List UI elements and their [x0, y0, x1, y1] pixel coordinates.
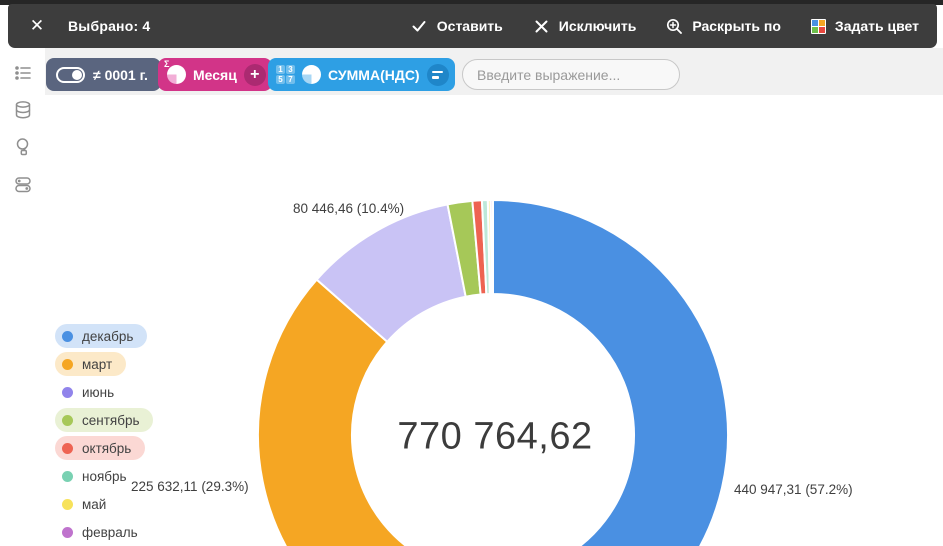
keep-label: Оставить: [436, 18, 503, 34]
pie-chart-icon: Σ: [164, 59, 186, 84]
toggles-icon[interactable]: [12, 173, 34, 195]
slice-label-december: 440 947,31 (57.2%): [734, 482, 853, 497]
legend-color-dot: [62, 386, 73, 398]
sort-icon[interactable]: [426, 63, 449, 86]
drilldown-button[interactable]: Раскрыть по: [666, 18, 781, 35]
month-chip-label: Месяц: [193, 66, 237, 83]
zoom-in-icon: [666, 18, 683, 35]
legend-label: март: [82, 356, 113, 372]
list-icon[interactable]: [12, 62, 34, 84]
slice-label-june: 80 446,46 (10.4%): [293, 201, 405, 216]
set-color-label: Задать цвет: [834, 18, 919, 34]
sigma-icon: Σ: [164, 59, 170, 69]
chart-total-value: 770 764,62: [397, 415, 593, 458]
donut-slice-март[interactable]: [257, 278, 431, 546]
palette-icon: [810, 18, 826, 34]
legend-item-июнь[interactable]: июнь: [55, 380, 128, 404]
toolbar-actions: Оставить Исключить Раскрыть по: [411, 18, 919, 35]
legend-color-dot: [62, 470, 73, 482]
set-color-button[interactable]: Задать цвет: [810, 18, 919, 34]
month-dimension-chip[interactable]: Σ Месяц +: [158, 58, 272, 91]
legend-color-dot: [62, 498, 73, 510]
legend-color-dot: [62, 442, 73, 454]
legend-label: октябрь: [82, 440, 132, 456]
donut-slice-февраль[interactable]: [489, 198, 494, 296]
keep-button[interactable]: Оставить: [411, 18, 503, 35]
schema-icon[interactable]: [12, 136, 34, 158]
window-top-strip: [0, 0, 943, 5]
legend-label: июнь: [82, 384, 115, 400]
add-icon[interactable]: +: [243, 63, 266, 86]
legend-item-февраль[interactable]: февраль: [55, 520, 152, 544]
legend-item-ноябрь[interactable]: ноябрь: [55, 464, 141, 488]
legend-label: ноябрь: [82, 468, 127, 484]
legend-item-декабрь[interactable]: декабрь: [55, 324, 148, 348]
database-icon[interactable]: [12, 99, 34, 121]
donut-chart-panel: 770 764,62 80 446,46 (10.4%) 225 632,11 …: [45, 95, 943, 546]
year-filter-chip[interactable]: ≠ 0001 г.: [46, 58, 161, 91]
legend-color-dot: [62, 358, 73, 370]
legend-item-сентябрь[interactable]: сентябрь: [55, 408, 154, 432]
legend-item-октябрь[interactable]: октябрь: [55, 436, 146, 460]
exclude-button[interactable]: Исключить: [533, 18, 637, 35]
legend-label: декабрь: [82, 328, 134, 344]
legend-color-dot: [62, 330, 73, 342]
donut-slice-декабрь[interactable]: [390, 199, 729, 546]
cross-icon: [533, 18, 550, 35]
toggle-icon[interactable]: [56, 66, 85, 83]
slice-label-march: 225 632,11 (29.3%): [131, 479, 249, 494]
legend-color-dot: [62, 526, 73, 538]
legend-label: февраль: [82, 524, 138, 540]
close-icon[interactable]: ✕: [29, 16, 45, 35]
left-sidebar: [0, 48, 45, 546]
selected-count-label: Выбрано: 4: [68, 18, 151, 34]
selection-toolbar: ✕ Выбрано: 4 Оставить Исключить: [8, 4, 937, 48]
drilldown-label: Раскрыть по: [692, 18, 781, 34]
legend-item-март[interactable]: март: [55, 352, 127, 376]
legend-color-dot: [62, 414, 73, 426]
donut-chart: [257, 198, 729, 546]
legend-label: сентябрь: [82, 412, 140, 428]
year-chip-label: ≠ 0001 г.: [93, 66, 148, 83]
check-icon: [411, 18, 428, 35]
legend-label: май: [82, 496, 107, 512]
legend-item-май[interactable]: май: [55, 492, 120, 516]
pie-chart-icon: [302, 65, 321, 84]
expression-input[interactable]: [462, 59, 680, 90]
measure-chip-label: СУММА(НДС): [328, 66, 420, 83]
chart-legend: декабрь март июнь сентябрь октябрь ноябрь май ф…: [55, 324, 154, 544]
exclude-label: Исключить: [558, 18, 637, 34]
